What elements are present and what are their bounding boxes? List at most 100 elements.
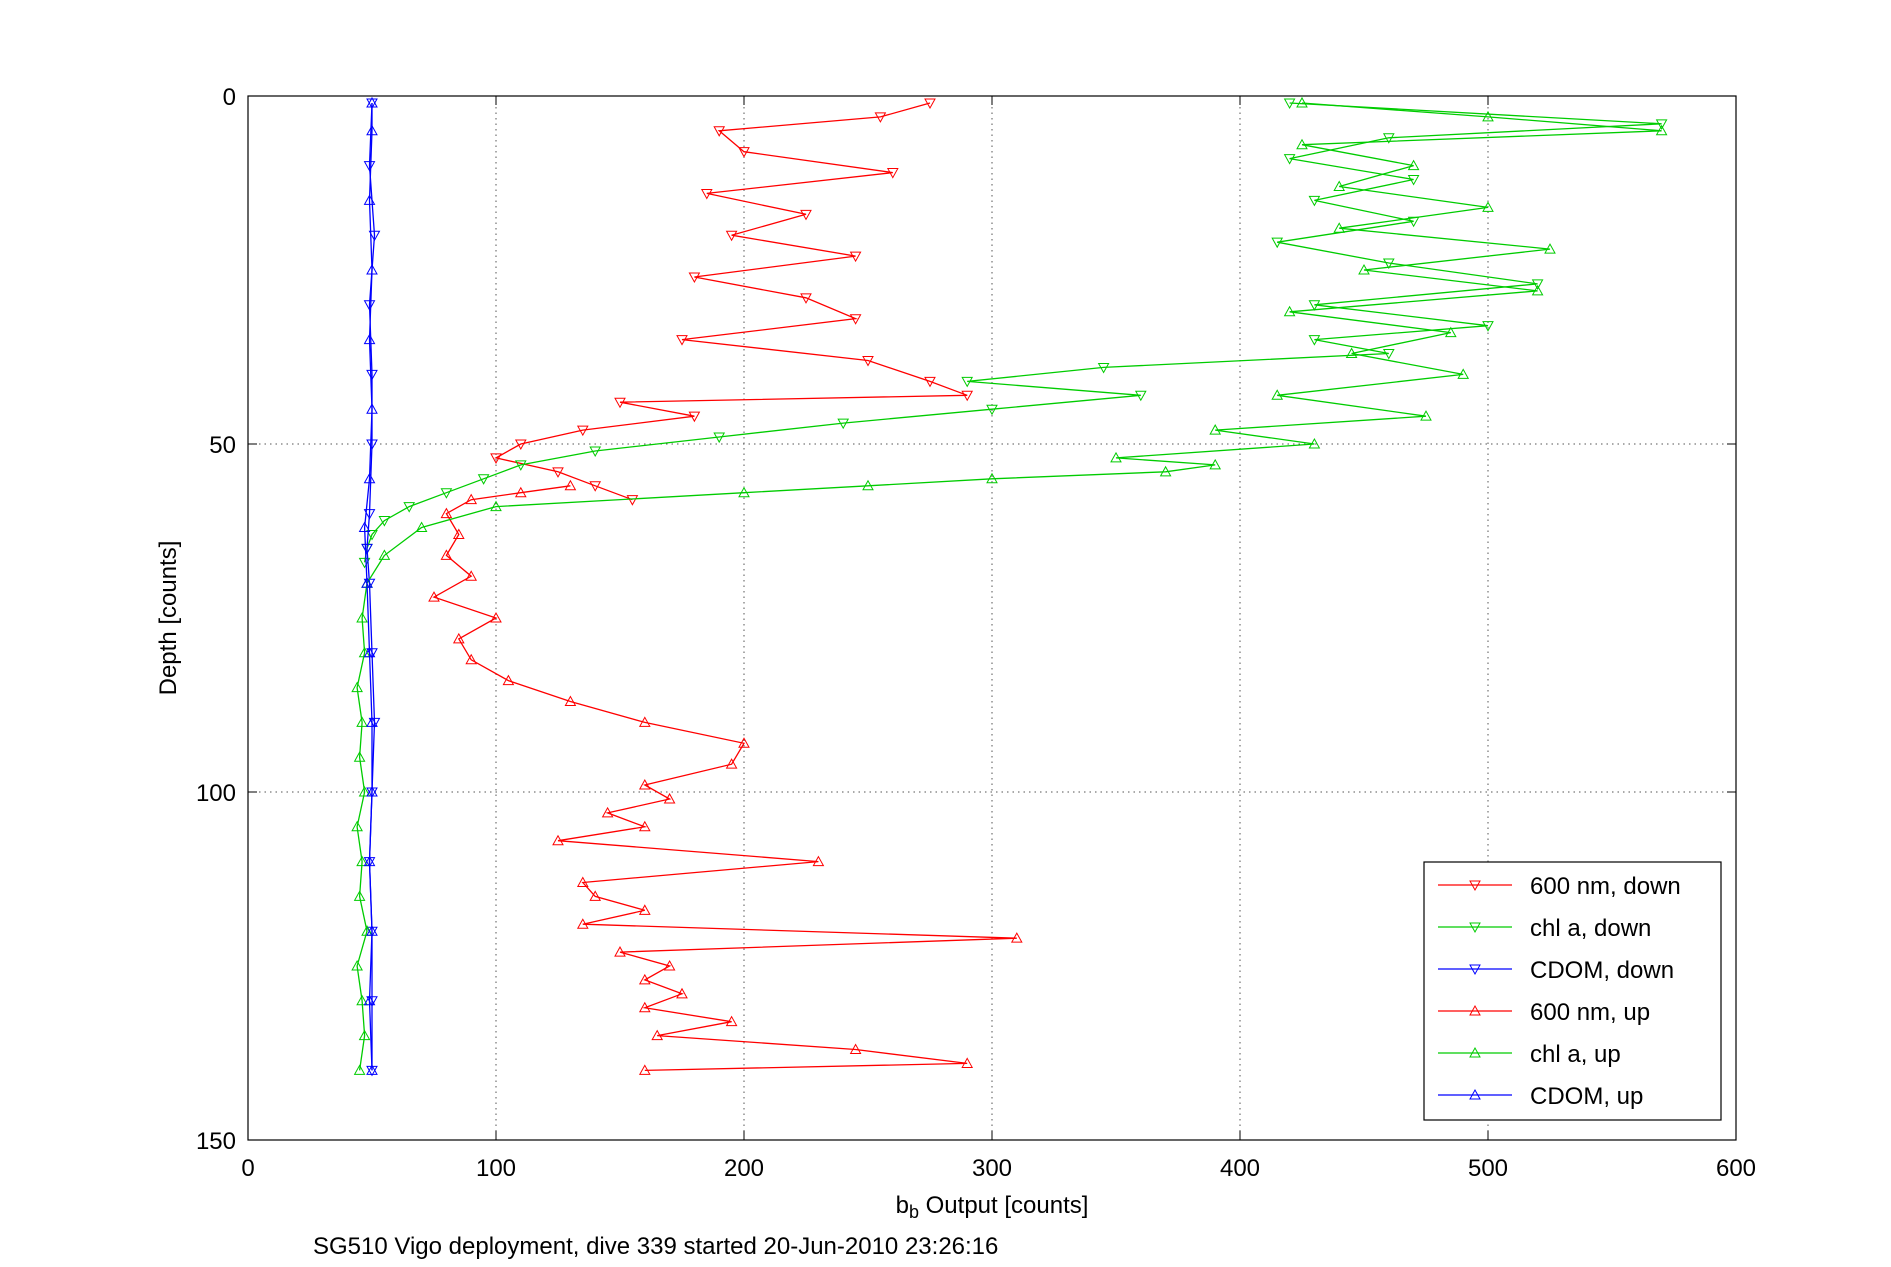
data-point	[849, 251, 862, 263]
legend-label: chl a, up	[1530, 1041, 1621, 1068]
data-point	[1482, 201, 1494, 212]
series-cdom-up	[358, 96, 378, 1075]
data-point	[366, 263, 378, 275]
data-point	[356, 716, 368, 727]
data-point	[356, 855, 368, 867]
data-point	[1531, 284, 1544, 296]
data-point	[800, 209, 812, 221]
data-point	[725, 1015, 738, 1027]
data-point	[1420, 410, 1432, 421]
data-point	[440, 488, 453, 499]
data-point	[353, 751, 366, 762]
data-point	[366, 716, 378, 727]
data-point	[368, 230, 381, 242]
data-point	[564, 695, 577, 707]
data-point	[1655, 119, 1668, 130]
data-point	[1333, 180, 1346, 191]
legend-item-cdom-up: CDOM, up	[1438, 1083, 1643, 1110]
data-point	[358, 521, 371, 533]
legend-marker	[1469, 1004, 1481, 1016]
data-point	[361, 543, 373, 555]
data-point	[638, 904, 651, 915]
data-point	[502, 674, 515, 686]
data-point	[366, 439, 378, 451]
data-point	[366, 96, 378, 108]
data-point	[366, 785, 378, 797]
legend-item-600-nm-up: 600 nm, up	[1438, 999, 1650, 1026]
data-point	[1097, 362, 1110, 374]
data-point	[576, 876, 589, 887]
data-point	[638, 1064, 651, 1075]
data-point	[356, 994, 368, 1006]
data-point	[428, 591, 440, 602]
data-point	[589, 481, 602, 492]
x-tick-label: 400	[1220, 1155, 1260, 1182]
data-point	[564, 479, 577, 491]
data-point	[688, 272, 701, 283]
x-tick-label: 300	[972, 1155, 1012, 1182]
data-point	[363, 994, 376, 1006]
data-point	[700, 188, 713, 200]
legend-box	[1423, 861, 1722, 1121]
data-point	[514, 486, 527, 498]
data-point	[440, 507, 453, 519]
data-point	[738, 486, 750, 498]
data-point	[663, 792, 676, 804]
data-point	[1308, 437, 1321, 449]
data-point	[589, 446, 602, 457]
data-point	[366, 529, 378, 541]
data-point	[440, 549, 453, 560]
data-point	[1457, 368, 1470, 379]
legend-item-cdom-down: CDOM, down	[1438, 957, 1674, 984]
series-chl-a-down	[358, 98, 1668, 569]
data-point	[614, 397, 626, 409]
data-point	[874, 112, 887, 123]
legend-item-chl-a-up: chl a, up	[1438, 1041, 1621, 1068]
data-point	[713, 432, 726, 444]
data-point	[663, 959, 676, 971]
data-point	[713, 126, 726, 137]
legend-item-600-nm-down: 600 nm, down	[1438, 873, 1681, 900]
data-point	[361, 577, 373, 588]
data-point	[1283, 154, 1296, 165]
data-point	[738, 147, 750, 158]
legend-marker	[1469, 922, 1481, 934]
data-point	[1159, 465, 1172, 477]
series-line-600-nm-down	[494, 102, 968, 501]
data-point	[465, 493, 478, 505]
series-line-chl-a-up	[356, 102, 1662, 1071]
data-point	[638, 1001, 651, 1013]
data-point	[589, 890, 602, 901]
series-line-chl-a-down	[363, 102, 1662, 563]
data-point	[358, 1029, 371, 1041]
data-point	[366, 1064, 378, 1075]
data-point	[924, 376, 936, 388]
data-point	[1333, 222, 1346, 233]
data-point	[378, 516, 391, 527]
data-point	[465, 570, 478, 581]
data-point	[1655, 124, 1668, 136]
data-point	[477, 474, 490, 485]
data-point	[490, 611, 502, 623]
data-point	[366, 403, 378, 414]
legend-marker	[1469, 880, 1481, 892]
data-point	[688, 411, 701, 423]
data-point	[378, 549, 391, 560]
x-axis-label-subscript: b	[909, 1202, 919, 1222]
legend: 600 nm, down chl a, down CDOM, down 600 nm,…	[1423, 861, 1722, 1121]
data-point	[363, 333, 376, 345]
x-axis-label-rest: Output [counts]	[919, 1192, 1088, 1219]
y-tick-label: 50	[209, 432, 236, 459]
legend-label: chl a, down	[1530, 915, 1651, 942]
y-tick-label: 100	[196, 780, 236, 807]
data-point	[1296, 96, 1308, 108]
data-point	[1444, 326, 1457, 338]
data-point	[849, 314, 862, 325]
data-point	[862, 479, 874, 491]
data-point	[415, 521, 428, 533]
data-point	[363, 509, 376, 520]
y-tick-label: 150	[196, 1128, 236, 1155]
x-tick-label: 500	[1468, 1155, 1508, 1182]
data-point	[490, 500, 502, 512]
data-point	[986, 472, 998, 484]
